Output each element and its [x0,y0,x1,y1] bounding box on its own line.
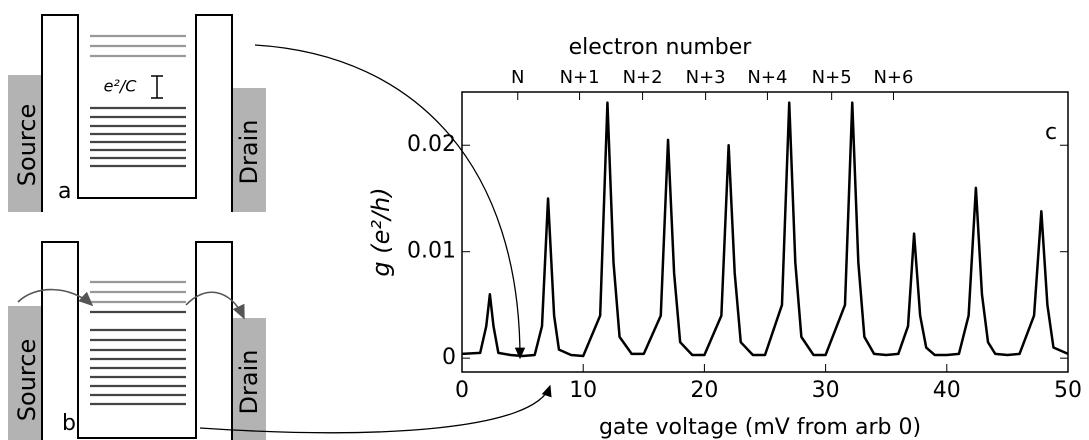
diagram-a: e²/C Source Drain a [8,14,266,212]
panel-label: c [1045,120,1057,145]
x-axis-title: gate voltage (mV from arb 0) [599,415,921,440]
potential-well [41,14,233,212]
top-tick-label: N+2 [623,67,663,88]
panel-label: a [58,179,71,204]
x-tick-label: 40 [933,378,961,403]
x-tick-label: 30 [812,378,840,403]
tunnel-arrow [17,288,94,307]
y-tick-label: 0.01 [407,239,456,264]
gap-bracket [151,75,163,99]
data-line [461,101,1069,358]
source-lead [8,75,42,212]
diagram-b: Source Drain b [8,241,266,440]
panel-label: b [62,411,76,436]
top-tick-label: N [511,67,524,88]
pointer-arrow [199,384,552,434]
drain-lead [232,88,266,212]
y-tick-label: 0.02 [407,132,456,157]
drain-label: Drain [235,120,263,185]
top-tick-label: N+5 [812,67,852,88]
top-tick-label: N+1 [560,67,600,88]
x-tick-label: 0 [455,378,469,403]
plot-frame [461,91,1069,373]
top-tick-label: N+6 [873,67,913,88]
x-tick-label: 10 [569,378,597,403]
pointer-arrow [254,44,526,360]
source-lead [8,306,42,440]
potential-well [41,241,233,440]
drain-label: Drain [235,350,263,415]
drain-lead [232,318,266,440]
y-axis-title: g (e²/h) [367,187,395,276]
x-tick-label: 50 [1054,378,1082,403]
top-axis-title: electron number [569,35,753,60]
plot: 0 10 20 30 40 50 0 0.01 0.02 N N+1 N+2 N+3 N+4 N+5 N+6 e… [367,35,1082,440]
levels [90,280,186,406]
levels [90,34,186,168]
tunnel-arrow [185,291,245,320]
x-tick-label: 20 [690,378,718,403]
y-tick-label: 0 [442,345,456,370]
top-tick-label: N+3 [686,67,726,88]
source-label: Source [13,339,41,421]
gap-label: e²/C [104,77,138,96]
top-tick-label: N+4 [747,67,787,88]
source-label: Source [13,104,41,186]
